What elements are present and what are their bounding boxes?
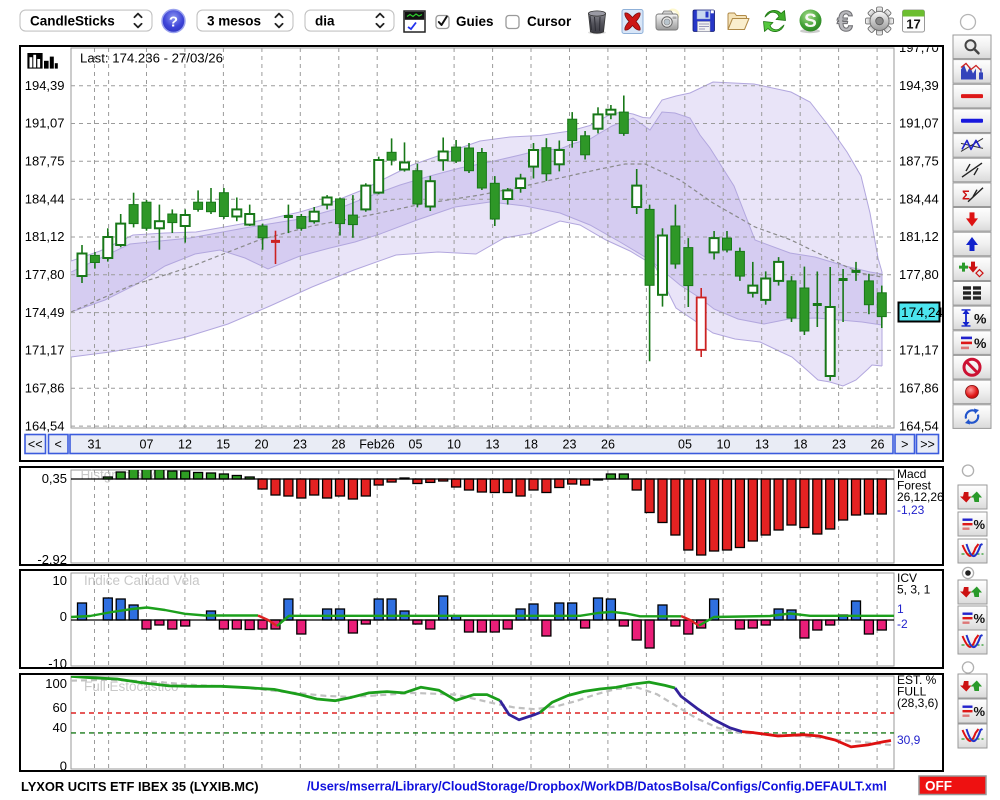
svg-text:20: 20 xyxy=(255,438,269,452)
svg-text:FULL: FULL xyxy=(897,685,927,699)
svg-text:Forest: Forest xyxy=(897,479,932,493)
svg-text:<: < xyxy=(55,438,62,452)
svg-text:26,12,26: 26,12,26 xyxy=(897,490,944,504)
svg-text:174,49: 174,49 xyxy=(25,305,65,320)
svg-text:31: 31 xyxy=(88,438,102,452)
svg-text:191,07: 191,07 xyxy=(25,116,65,131)
svg-text:12: 12 xyxy=(178,438,192,452)
svg-text:181,12: 181,12 xyxy=(25,229,65,244)
svg-text:167,86: 167,86 xyxy=(25,381,65,396)
svg-text:-1,23: -1,23 xyxy=(897,503,925,517)
svg-text:OFF: OFF xyxy=(925,779,952,794)
svg-text:13: 13 xyxy=(486,438,500,452)
svg-text:€: € xyxy=(837,6,853,38)
svg-text:%: % xyxy=(974,335,987,351)
svg-text:?: ? xyxy=(169,14,178,31)
svg-text:Last: 174.236 - 27/03/26: Last: 174.236 - 27/03/26 xyxy=(80,51,223,66)
svg-text:26: 26 xyxy=(871,438,885,452)
svg-text:60: 60 xyxy=(53,700,67,715)
svg-text:194,39: 194,39 xyxy=(899,78,939,93)
svg-text:/Users/mserra/Library/CloudSto: /Users/mserra/Library/CloudStorage/Dropb… xyxy=(307,780,887,794)
svg-text:%: % xyxy=(974,310,987,326)
svg-text:ICV: ICV xyxy=(897,571,917,585)
svg-text:164,54: 164,54 xyxy=(899,418,939,433)
svg-text:194,39: 194,39 xyxy=(25,78,65,93)
svg-text:187,75: 187,75 xyxy=(25,154,65,169)
svg-text:15: 15 xyxy=(216,438,230,452)
svg-text:174,24: 174,24 xyxy=(901,305,944,320)
svg-text:177,80: 177,80 xyxy=(25,267,65,282)
svg-text:30,9: 30,9 xyxy=(897,733,921,747)
svg-text:Indice Calidad Vela: Indice Calidad Vela xyxy=(84,573,200,588)
svg-text:LYXOR UCITS ETF IBEX 35 (LYXIB: LYXOR UCITS ETF IBEX 35 (LYXIB.MC) xyxy=(21,779,259,794)
svg-text:164,54: 164,54 xyxy=(25,418,65,433)
svg-text:197,70: 197,70 xyxy=(899,40,939,55)
svg-text:CandleSticks: CandleSticks xyxy=(30,14,115,29)
svg-text:13: 13 xyxy=(755,438,769,452)
svg-text:S: S xyxy=(804,11,817,32)
svg-text:-2,92: -2,92 xyxy=(37,552,67,567)
svg-text:0: 0 xyxy=(60,609,67,624)
svg-text:18: 18 xyxy=(794,438,808,452)
svg-text:<<: << xyxy=(28,438,43,452)
svg-text:%: % xyxy=(974,517,986,532)
svg-text:10: 10 xyxy=(447,438,461,452)
svg-text:-2: -2 xyxy=(897,617,908,631)
svg-text:EST. %: EST. % xyxy=(897,673,937,687)
svg-text:05: 05 xyxy=(678,438,692,452)
svg-text:(28,3,6): (28,3,6) xyxy=(897,696,938,710)
svg-text:187,75: 187,75 xyxy=(899,154,939,169)
svg-text:10: 10 xyxy=(53,573,67,588)
svg-text:26: 26 xyxy=(601,438,615,452)
svg-text:Macd: Macd xyxy=(897,467,926,481)
svg-text:%: % xyxy=(974,611,986,626)
svg-text:>>: >> xyxy=(920,438,935,452)
svg-text:100: 100 xyxy=(45,676,67,691)
svg-text:07: 07 xyxy=(140,438,154,452)
svg-text:0,35: 0,35 xyxy=(42,471,67,486)
svg-text:10: 10 xyxy=(717,438,731,452)
svg-text:>: > xyxy=(901,438,908,452)
svg-text:40: 40 xyxy=(53,720,67,735)
svg-text:23: 23 xyxy=(832,438,846,452)
svg-text:171,17: 171,17 xyxy=(899,343,939,358)
svg-text:18: 18 xyxy=(524,438,538,452)
svg-text:167,86: 167,86 xyxy=(899,381,939,396)
svg-text:Σ: Σ xyxy=(962,188,970,203)
svg-text:171,17: 171,17 xyxy=(25,343,65,358)
svg-text:-10: -10 xyxy=(48,656,67,671)
svg-text:dia: dia xyxy=(315,14,335,29)
svg-text:Feb26: Feb26 xyxy=(359,438,394,452)
svg-text:%: % xyxy=(974,704,986,719)
svg-text:0: 0 xyxy=(60,759,67,774)
svg-text:23: 23 xyxy=(563,438,577,452)
svg-text:Cursor: Cursor xyxy=(527,14,572,29)
svg-text:05: 05 xyxy=(409,438,423,452)
svg-text:184,44: 184,44 xyxy=(25,191,65,206)
svg-text:1: 1 xyxy=(897,602,904,616)
svg-text:28: 28 xyxy=(332,438,346,452)
svg-text:23: 23 xyxy=(293,438,307,452)
svg-text:Guies: Guies xyxy=(456,14,494,29)
svg-text:3 mesos: 3 mesos xyxy=(207,14,261,29)
svg-text:184,44: 184,44 xyxy=(899,191,939,206)
svg-text:5, 3, 1: 5, 3, 1 xyxy=(897,583,931,597)
svg-text:17: 17 xyxy=(906,17,920,32)
svg-text:181,12: 181,12 xyxy=(899,229,939,244)
svg-text:191,07: 191,07 xyxy=(899,116,939,131)
svg-text:177,80: 177,80 xyxy=(899,267,939,282)
